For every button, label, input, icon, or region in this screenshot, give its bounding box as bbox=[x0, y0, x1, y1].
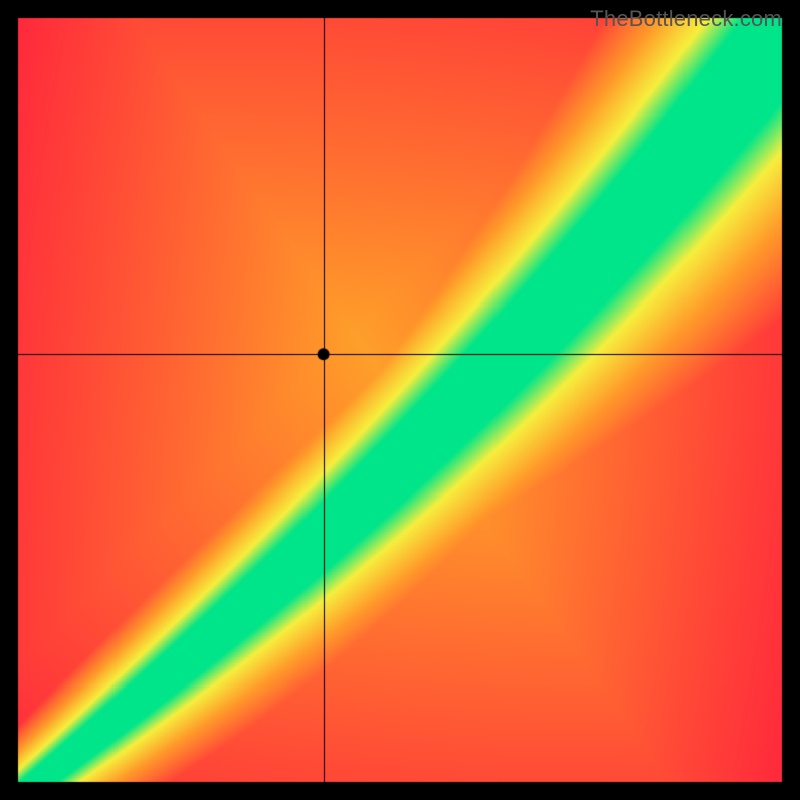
source-watermark: TheBottleneck.com bbox=[590, 6, 782, 32]
bottleneck-heatmap-canvas bbox=[0, 0, 800, 800]
chart-container: TheBottleneck.com bbox=[0, 0, 800, 800]
